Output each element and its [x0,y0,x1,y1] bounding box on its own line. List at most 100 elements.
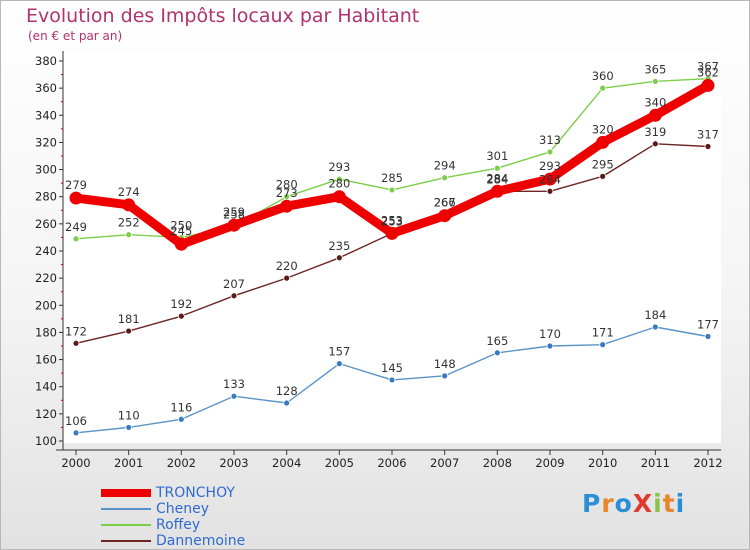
data-label-tronchoy: 340 [644,95,666,109]
data-label-dannemoine: 192 [170,297,192,311]
data-label-cheney: 106 [65,414,87,428]
chart-title: Evolution des Impôts locaux par Habitant [26,5,420,27]
data-label-dannemoine: 317 [697,128,719,142]
y-tick-label: 100 [35,434,57,448]
data-label-cheney: 157 [328,345,350,359]
chart-subtitle: (en € et par an) [28,29,123,43]
data-label-cheney: 148 [434,357,456,371]
data-point-tronchoy [174,237,188,251]
legend-swatch-cheney [101,508,151,510]
logo-letter: o [614,489,633,518]
data-label-tronchoy: 284 [486,171,508,185]
data-label-cheney: 184 [644,308,666,322]
y-tick-label: 120 [35,407,57,421]
legend-label-dannemoine: Dannemoine [156,533,246,549]
data-label-roffey: 313 [539,133,561,147]
data-label-cheney: 133 [223,377,245,391]
data-label-tronchoy: 320 [592,122,614,136]
data-label-dannemoine: 284 [539,172,561,186]
data-label-dannemoine: 172 [65,324,87,338]
y-tick-label: 280 [35,190,57,204]
data-point-cheney [283,399,291,407]
x-tick-label: 2006 [377,456,406,470]
data-point-tronchoy [332,190,346,204]
data-point-cheney [177,415,185,423]
data-point-dannemoine [335,254,343,262]
data-label-tronchoy: 279 [65,178,87,192]
data-point-cheney [704,333,712,340]
data-label-tronchoy: 253 [381,213,403,227]
data-label-roffey: 252 [118,216,140,230]
data-point-dannemoine [177,312,185,320]
data-point-roffey [388,186,396,194]
data-point-roffey [72,235,80,243]
data-label-dannemoine: 220 [276,259,298,273]
data-point-cheney [651,323,659,331]
data-label-roffey: 285 [381,171,403,185]
logo-letter: i [675,489,686,518]
data-label-roffey: 294 [434,159,456,173]
data-label-roffey: 258 [223,208,245,222]
logo-letter: X [632,489,654,518]
x-tick-label: 2009 [535,456,564,470]
logo-letter: i [653,489,663,518]
data-label-tronchoy: 245 [170,224,192,238]
data-point-tronchoy [438,209,452,223]
logo-letter: r [601,489,615,518]
data-label-tronchoy: 273 [276,186,298,200]
logo-letter: t [662,489,676,518]
data-point-roffey [493,164,501,172]
y-tick-label: 300 [35,163,57,177]
legend-label-roffey: Roffey [156,517,201,533]
data-label-roffey: 249 [65,220,87,234]
y-tick-label: 140 [35,380,57,394]
data-label-cheney: 171 [592,326,614,340]
x-tick-label: 2007 [430,456,459,470]
legend-swatch-dannemoine [101,540,151,542]
data-label-dannemoine: 319 [644,125,666,139]
data-point-cheney [230,392,238,400]
data-label-roffey: 367 [697,60,719,74]
y-tick-label: 380 [35,54,57,68]
x-tick-label: 2001 [114,456,143,470]
data-label-roffey: 360 [592,69,614,83]
data-point-tronchoy [69,191,83,205]
legend-swatch-tronchoy [101,489,151,497]
data-point-dannemoine [230,292,238,300]
data-label-dannemoine: 235 [328,239,350,253]
data-label-dannemoine: 267 [434,195,456,209]
x-tick-label: 2011 [641,456,670,470]
y-tick-label: 340 [35,108,57,122]
data-label-roffey: 280 [276,178,298,192]
data-point-roffey [335,175,343,183]
data-label-tronchoy: 274 [118,185,140,199]
data-label-cheney: 128 [276,384,298,398]
y-tick-label: 220 [35,271,57,285]
data-label-roffey: 365 [644,62,666,76]
data-label-cheney: 145 [381,361,403,375]
data-point-tronchoy [280,199,294,213]
data-point-roffey [599,84,607,92]
y-tick-label: 200 [35,298,57,312]
data-point-roffey [125,231,133,239]
x-tick-label: 2004 [272,456,301,470]
y-tick-label: 320 [35,135,57,149]
y-tick-label: 360 [35,81,57,95]
data-point-tronchoy [122,198,136,212]
data-point-dannemoine [72,339,80,347]
data-label-tronchoy: 266 [434,196,456,210]
data-label-roffey: 301 [486,149,508,163]
data-point-cheney [72,429,80,437]
x-tick-label: 2005 [325,456,354,470]
data-point-roffey [441,174,449,182]
data-label-tronchoy: 280 [328,177,350,191]
data-label-cheney: 170 [539,327,561,341]
data-point-tronchoy [596,135,610,149]
data-point-roffey [651,77,659,85]
plot-area [63,51,721,443]
y-tick-label: 260 [35,217,57,231]
x-tick-label: 2002 [167,456,196,470]
legend-swatch-roffey [101,524,151,526]
data-label-dannemoine: 295 [592,157,614,171]
